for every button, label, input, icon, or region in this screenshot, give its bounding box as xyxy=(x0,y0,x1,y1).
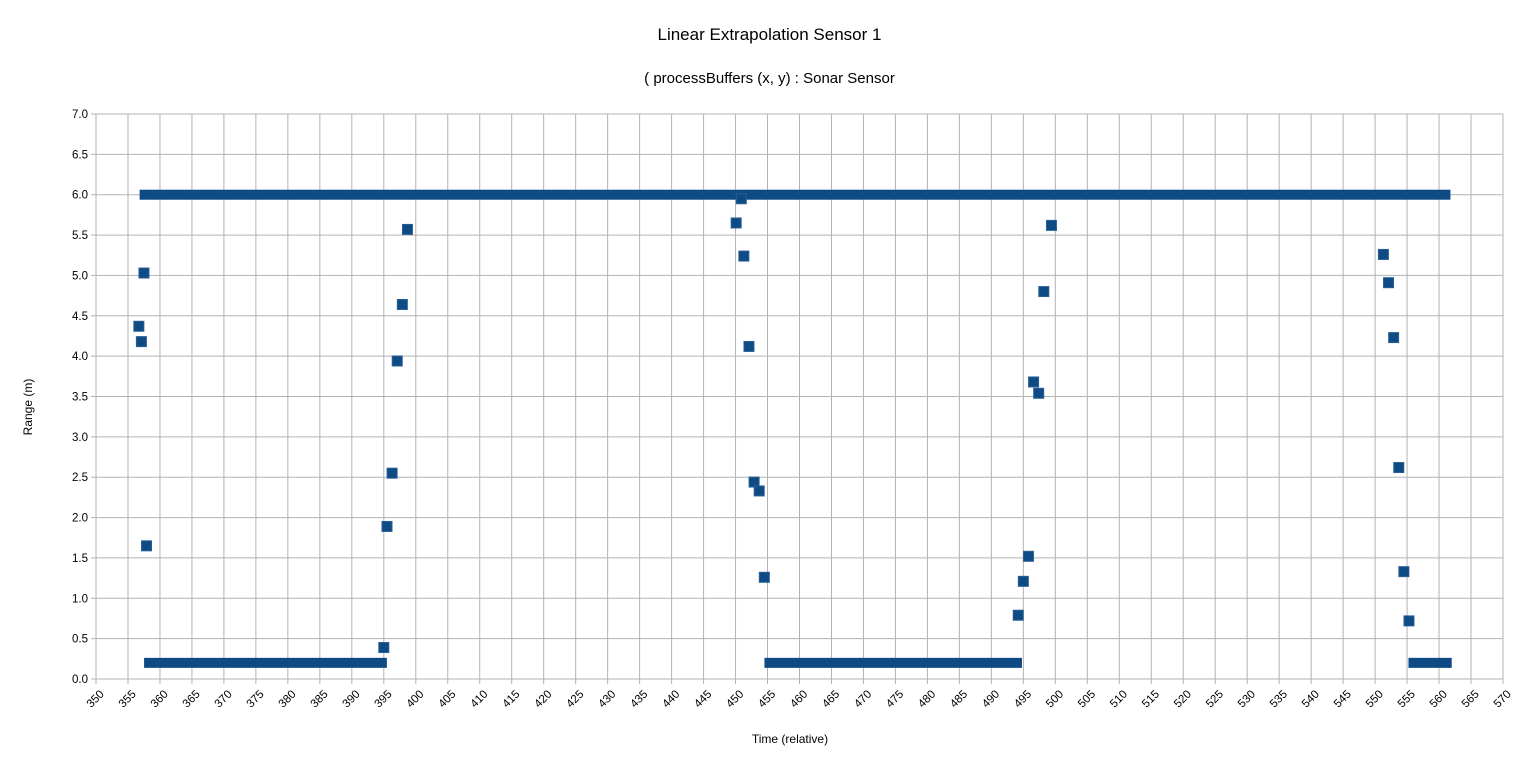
x-tick-label: 405 xyxy=(437,688,459,710)
chart-subtitle: ( processBuffers (x, y) : Sonar Sensor xyxy=(644,70,895,87)
x-tick-label: 380 xyxy=(277,688,299,710)
x-tick-label: 360 xyxy=(149,688,171,710)
x-tick-label: 420 xyxy=(532,688,554,710)
data-point xyxy=(753,485,765,497)
x-tick-label: 350 xyxy=(85,688,107,710)
x-tick-label: 555 xyxy=(1396,688,1418,710)
data-point xyxy=(1028,376,1040,388)
y-tick-label: 3.0 xyxy=(72,432,88,444)
data-point xyxy=(381,520,393,532)
x-tick-label: 410 xyxy=(468,688,490,710)
x-tick-label: 375 xyxy=(245,688,267,710)
x-tick-label: 445 xyxy=(692,688,714,710)
x-tick-label: 515 xyxy=(1140,688,1162,710)
x-tick-label: 495 xyxy=(1012,688,1034,710)
data-point xyxy=(1388,332,1400,344)
y-tick-label: 4.0 xyxy=(72,351,88,363)
data-point xyxy=(391,355,403,367)
x-tick-label: 400 xyxy=(405,688,427,710)
data-point xyxy=(1045,219,1057,231)
x-tick-label: 415 xyxy=(500,688,522,710)
data-point xyxy=(1398,566,1410,578)
data-point xyxy=(743,340,755,352)
x-tick-label: 545 xyxy=(1332,688,1354,710)
data-point xyxy=(735,193,747,205)
y-tick-label: 2.0 xyxy=(72,513,88,525)
x-tick-label: 355 xyxy=(117,688,139,710)
x-tick-label: 470 xyxy=(852,688,874,710)
data-point xyxy=(396,298,408,310)
x-tick-label: 475 xyxy=(884,688,906,710)
x-tick-label: 490 xyxy=(980,688,1002,710)
x-tick-label: 505 xyxy=(1076,688,1098,710)
x-tick-label: 460 xyxy=(788,688,810,710)
x-tick-label: 550 xyxy=(1364,688,1386,710)
data-point xyxy=(1377,248,1389,260)
x-tick-label: 510 xyxy=(1108,688,1130,710)
x-tick-label: 365 xyxy=(181,688,203,710)
x-tick-label: 370 xyxy=(213,688,235,710)
data-point xyxy=(738,250,750,262)
x-tick-label: 560 xyxy=(1428,688,1450,710)
data-point xyxy=(378,642,390,654)
data-point xyxy=(1017,575,1029,587)
data-point xyxy=(135,336,147,348)
y-tick-label: 5.5 xyxy=(72,230,88,242)
data-point xyxy=(141,540,153,552)
x-tick-label: 440 xyxy=(660,688,682,710)
y-tick-label: 1.0 xyxy=(72,593,88,605)
y-tick-label: 1.5 xyxy=(72,553,88,565)
y-tick-label: 0.5 xyxy=(72,634,88,646)
y-tick-label: 2.5 xyxy=(72,472,88,484)
x-tick-label: 425 xyxy=(564,688,586,710)
y-tick-label: 4.5 xyxy=(72,311,88,323)
data-points xyxy=(133,189,1452,668)
x-tick-label: 465 xyxy=(820,688,842,710)
data-point xyxy=(1403,615,1415,627)
y-tick-label: 5.0 xyxy=(72,270,88,282)
axes xyxy=(91,113,1504,684)
x-tick-label: 385 xyxy=(309,688,331,710)
y-tick-label: 6.0 xyxy=(72,190,88,202)
x-tick-label: 395 xyxy=(373,688,395,710)
data-point xyxy=(138,267,150,279)
x-tick-label: 540 xyxy=(1300,688,1322,710)
data-point xyxy=(386,467,398,479)
chart-title: Linear Extrapolation Sensor 1 xyxy=(657,25,882,44)
x-tick-label: 520 xyxy=(1172,688,1194,710)
data-run xyxy=(1408,657,1452,668)
data-point xyxy=(758,571,770,583)
data-point xyxy=(1022,550,1034,562)
y-tick-label: 7.0 xyxy=(72,109,88,121)
data-point xyxy=(1033,387,1045,399)
x-tick-label: 525 xyxy=(1204,688,1226,710)
data-point xyxy=(730,217,742,229)
x-tick-label: 480 xyxy=(916,688,938,710)
x-tick-label: 430 xyxy=(596,688,618,710)
y-tick-label: 0.0 xyxy=(72,674,88,686)
y-tick-label: 6.5 xyxy=(72,149,88,161)
data-point xyxy=(401,223,413,235)
data-run xyxy=(144,657,387,668)
x-axis-label: Time (relative) xyxy=(751,732,829,746)
data-point xyxy=(1012,609,1024,621)
x-tick-label: 435 xyxy=(628,688,650,710)
x-tick-label: 390 xyxy=(341,688,363,710)
x-tick-label: 455 xyxy=(756,688,778,710)
y-tick-label: 3.5 xyxy=(72,392,88,404)
x-tick-label: 450 xyxy=(724,688,746,710)
data-run xyxy=(764,657,1022,668)
x-tick-label: 570 xyxy=(1492,688,1514,710)
data-point xyxy=(1038,286,1050,298)
x-tick-label: 565 xyxy=(1460,688,1482,710)
x-tick-label: 535 xyxy=(1268,688,1290,710)
x-tick-label: 500 xyxy=(1044,688,1066,710)
data-point xyxy=(133,320,145,332)
data-point xyxy=(1393,462,1405,474)
data-run xyxy=(139,189,1451,200)
x-tick-label: 485 xyxy=(948,688,970,710)
data-point xyxy=(1383,277,1395,289)
x-tick-label: 530 xyxy=(1236,688,1258,710)
